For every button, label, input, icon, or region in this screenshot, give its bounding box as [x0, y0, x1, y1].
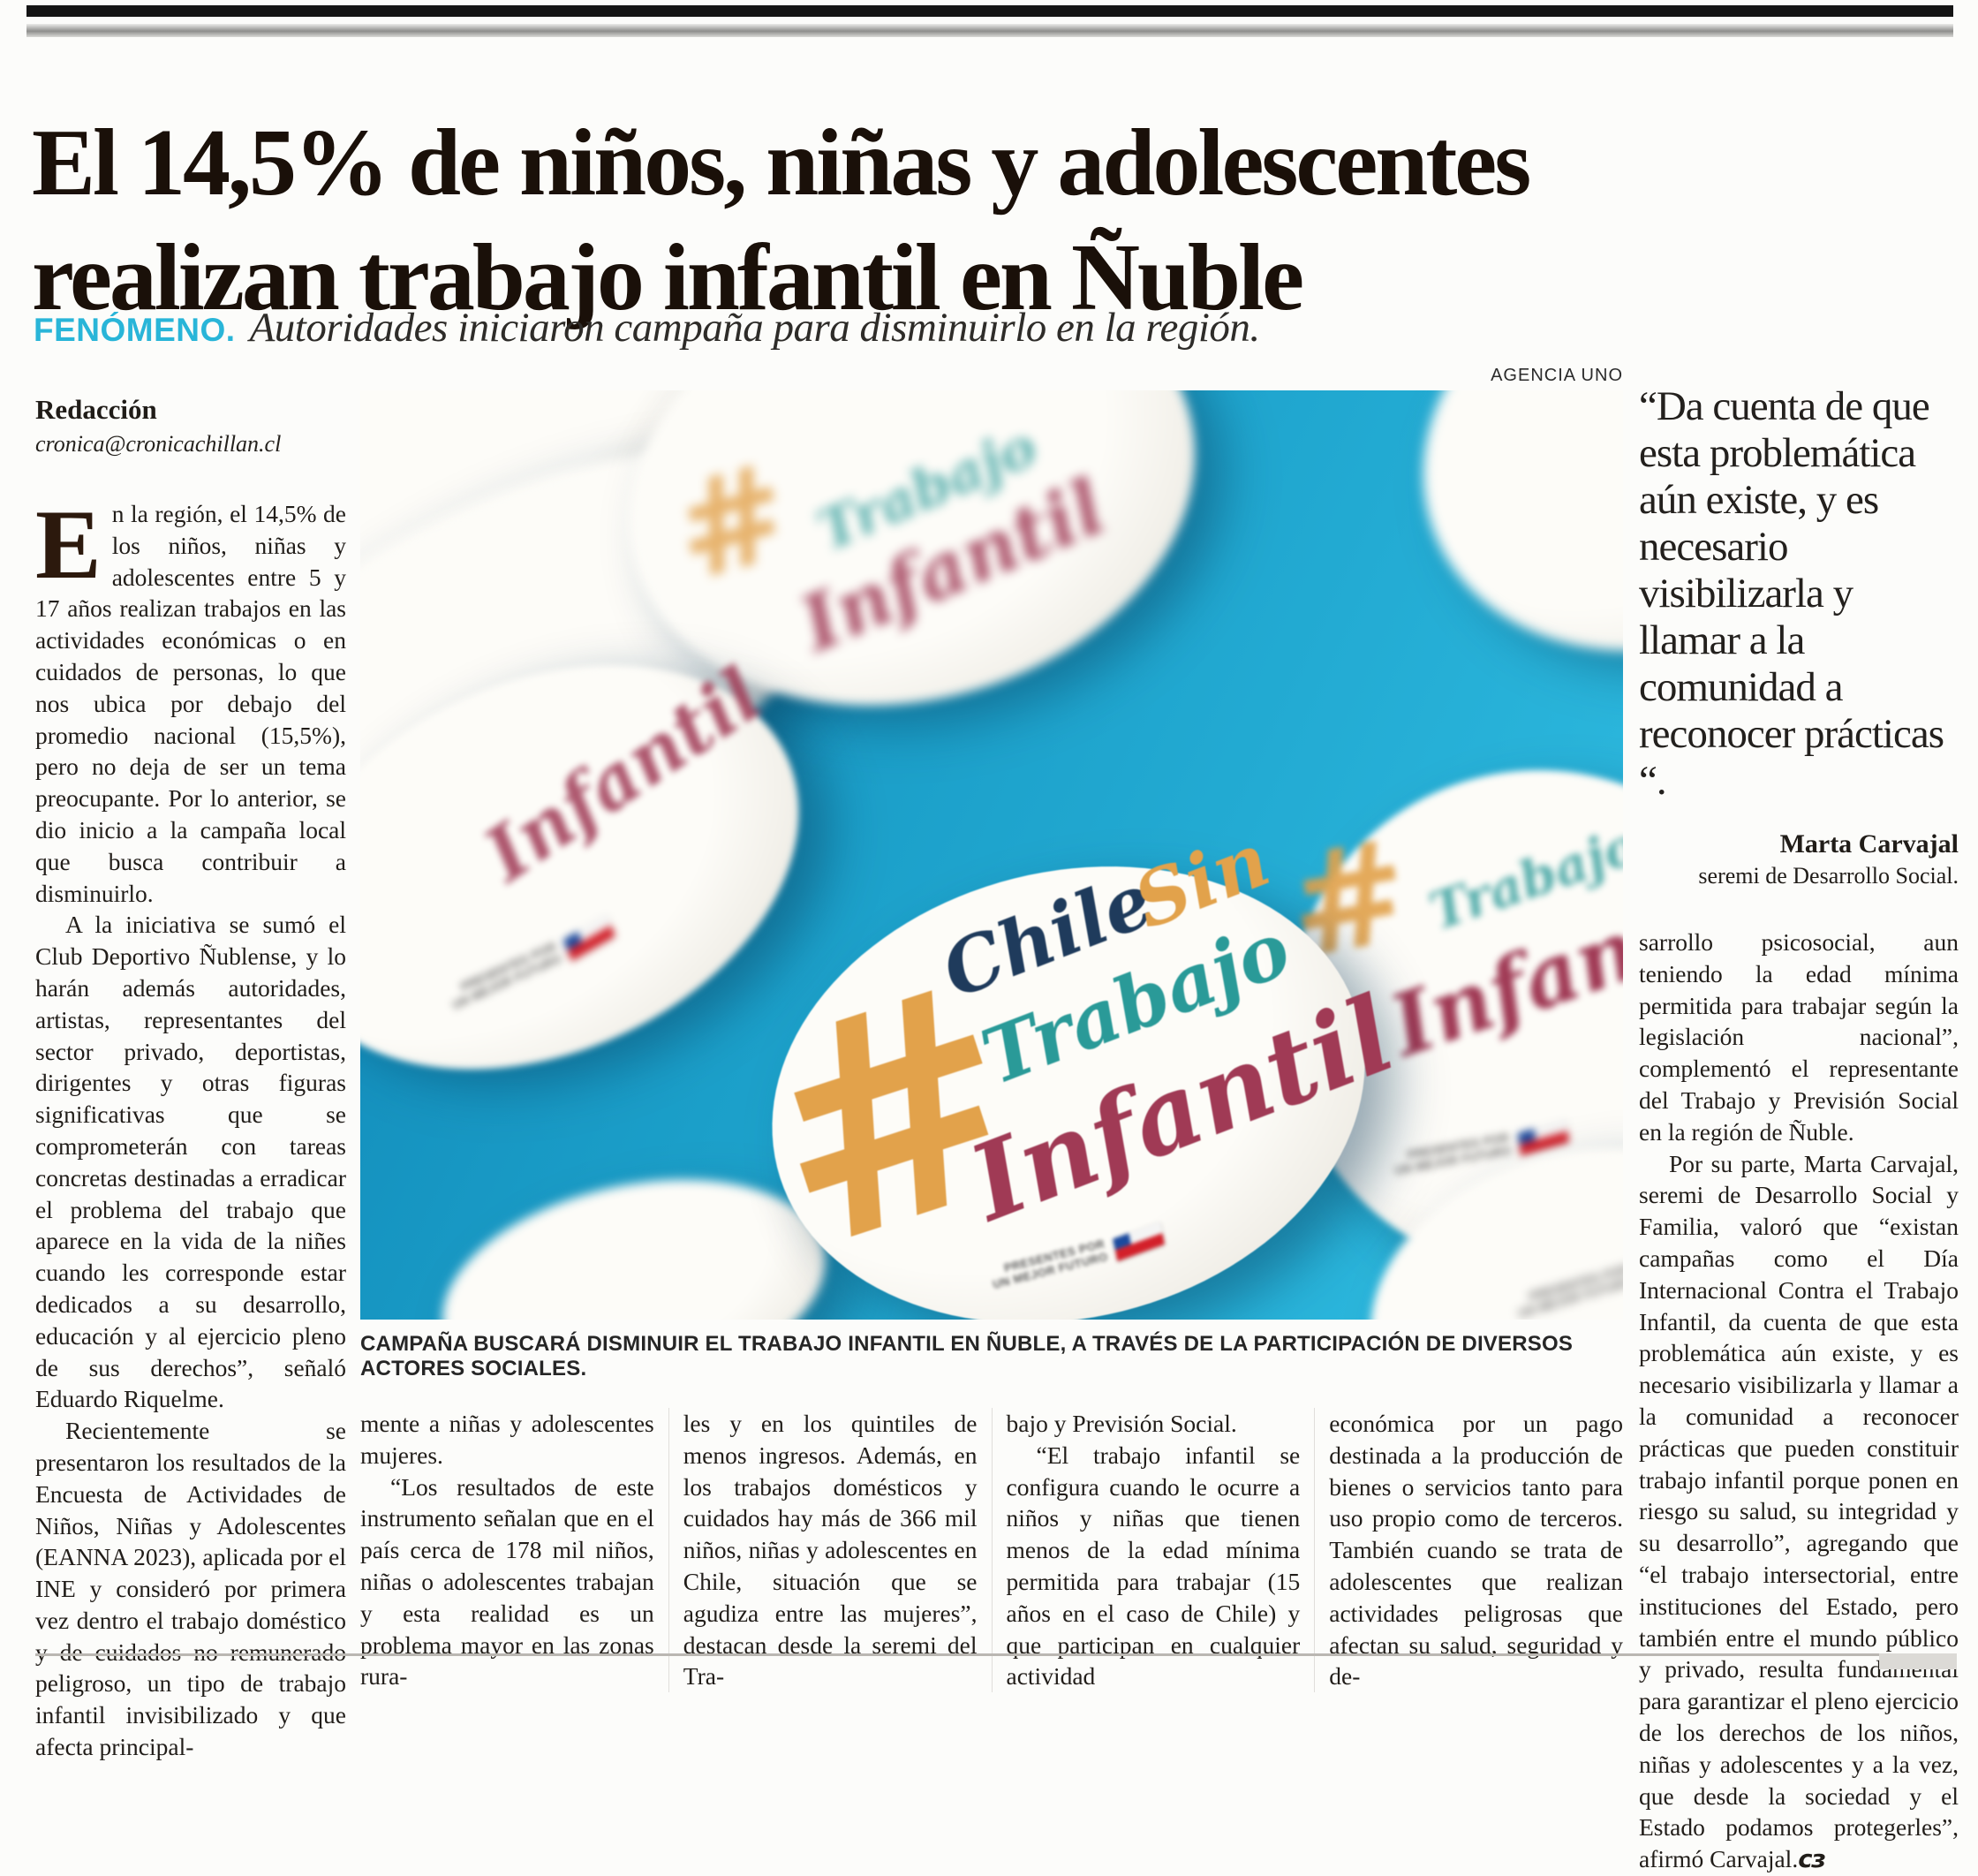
pull-quote-role: seremi de Desarrollo Social.	[1698, 863, 1959, 889]
paragraph: bajo y Previsión Social.	[1006, 1410, 1237, 1437]
paragraph: “Los resultados de este instrumento seña…	[360, 1472, 654, 1691]
chile-flag-icon	[1113, 1222, 1165, 1262]
paragraph: económica por un pago destinada a la pro…	[1329, 1410, 1623, 1691]
badge-hash-icon: #	[658, 432, 806, 612]
paragraph: Recientemente se presentaron los resulta…	[35, 1417, 346, 1761]
pull-quote: “Da cuenta de que esta problemática aún …	[1639, 383, 1944, 804]
top-rule-gray	[26, 24, 1953, 37]
photo-caption: CAMPAÑA BUSCARÁ DISMINUIR EL TRABAJO INF…	[360, 1332, 1574, 1381]
bottom-rule	[35, 1653, 1957, 1656]
headline-line-1: El 14,5% de niños, niñas y adolescentes	[32, 110, 1531, 216]
byline-email: cronica@cronicachillan.cl	[35, 431, 282, 457]
paragraph: les y en los quintiles de menos ingresos…	[683, 1410, 978, 1691]
deck-row: FENÓMENO. Autoridades iniciaron campaña p…	[34, 304, 1959, 352]
section-kicker: FENÓMENO.	[34, 312, 236, 348]
page-corner-artifact	[1879, 1653, 1957, 1669]
newspaper-page: { "headline": { "line1": "El 14,5% de ni…	[26, 5, 1959, 1874]
paragraph: A la iniciativa se sumó el Club Deportiv…	[35, 911, 346, 1413]
paragraph-text: n la región, el 14,5% de los niños, niña…	[35, 500, 346, 907]
top-rule-black	[26, 5, 1953, 17]
badge-fineprint: PRESENTES POR UN MEJOR FUTURO	[1514, 1246, 1623, 1320]
center-column: AGENCIA UNO # Trabajo Infantil Infantil …	[360, 366, 1623, 1693]
bottom-column-2: les y en los quintiles de menos ingresos…	[683, 1408, 993, 1693]
bottom-column-3: bajo y Previsión Social. “El trabajo inf…	[1006, 1408, 1316, 1693]
paragraph: sarrollo psicosocial, aun teniendo la ed…	[1639, 928, 1959, 1146]
right-column: “Da cuenta de que esta problemática aún …	[1639, 383, 1959, 1876]
pull-quote-author: Marta Carvajal	[1779, 829, 1959, 859]
bottom-columns: mente a niñas y adolescentes mujeres. “L…	[360, 1408, 1623, 1693]
subheadline: Autoridades iniciaron campaña para dismi…	[249, 305, 1261, 351]
paragraph: “El trabajo infantil se configura cuando…	[1006, 1441, 1301, 1691]
bottom-column-4: económica por un pago destinada a la pro…	[1329, 1408, 1623, 1692]
bottom-column-1: mente a niñas y adolescentes mujeres. “L…	[360, 1408, 669, 1693]
badge-word-infantil: Infantil	[468, 650, 778, 899]
page-title: El 14,5% de niños, niñas y adolescentes …	[32, 106, 1957, 335]
drop-cap: E	[35, 490, 102, 600]
photo-credit: AGENCIA UNO	[1491, 366, 1623, 385]
paragraph: mente a niñas y adolescentes mujeres.	[360, 1410, 654, 1469]
chile-flag-icon	[562, 914, 615, 962]
article-end-mark: cɜ	[1798, 1845, 1826, 1874]
badge-fineprint: PRESENTES POR UN MEJOR FUTURO	[445, 914, 617, 1012]
article-photo: # Trabajo Infantil Infantil PRESENTES PO…	[360, 390, 1623, 1320]
chile-flag-icon	[1517, 1119, 1569, 1156]
paragraph-text: Por su parte, Marta Carvajal, seremi de …	[1639, 1149, 1959, 1873]
badge-blurred-top-right	[1370, 390, 1623, 710]
paragraph: Por su parte, Marta Carvajal, seremi de …	[1639, 1148, 1959, 1876]
headline-line-2: realizan trabajo infantil en Ñuble	[32, 224, 1304, 330]
byline-author: Redacción	[35, 394, 157, 425]
right-column-text: sarrollo psicosocial, aun teniendo la ed…	[1639, 927, 1959, 1876]
